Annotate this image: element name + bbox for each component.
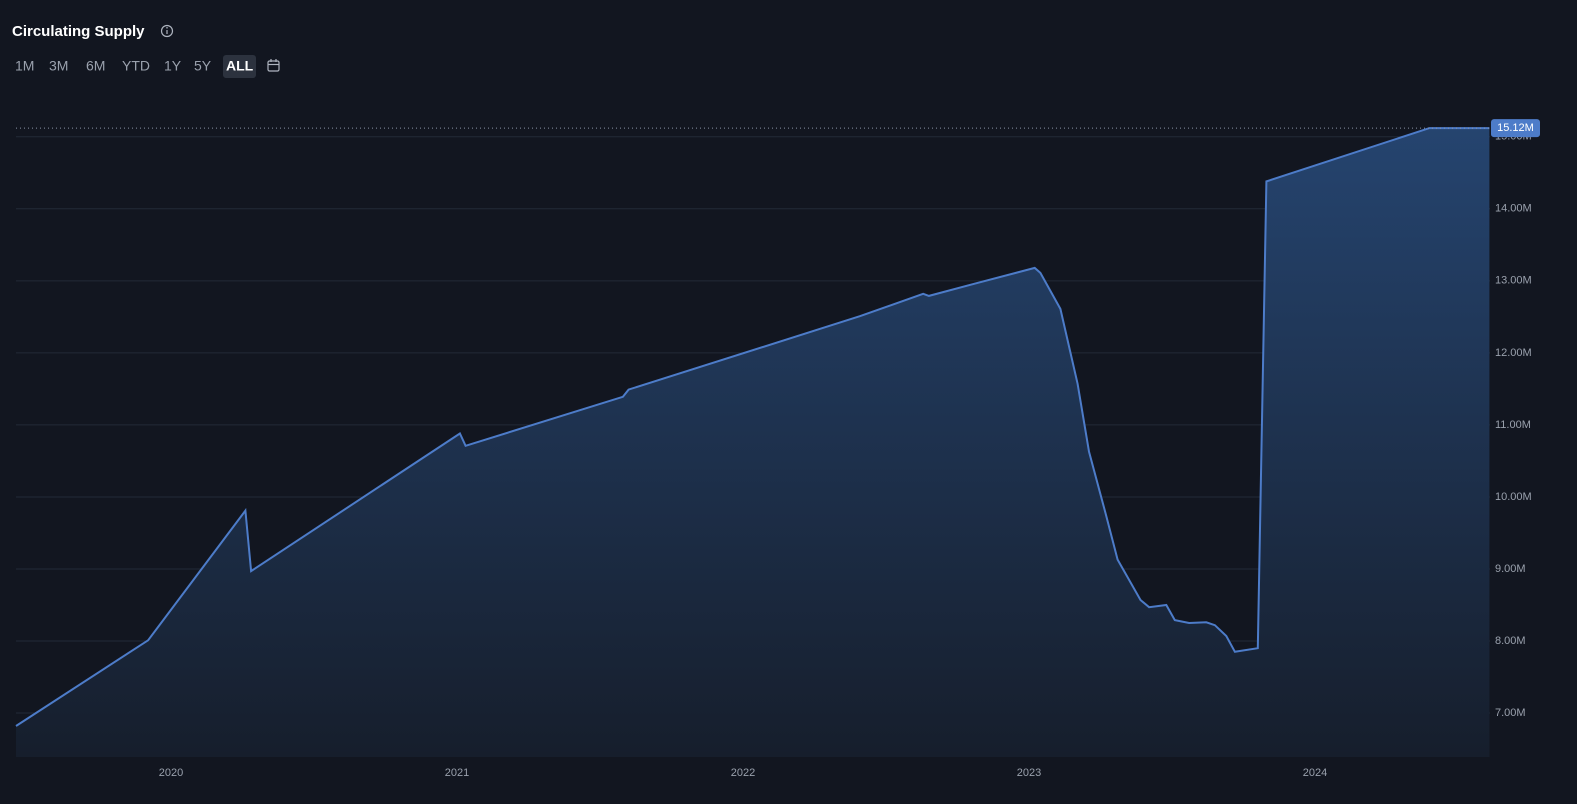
y-tick-label: 14.00M — [1495, 203, 1532, 215]
x-tick-label: 2022 — [731, 767, 755, 779]
y-tick-label: 10.00M — [1495, 491, 1532, 503]
y-tick-label: 12.00M — [1495, 347, 1532, 359]
range-button[interactable]: 3M — [49, 58, 68, 74]
calendar-icon[interactable] — [267, 59, 280, 72]
y-tick-label: 7.00M — [1495, 707, 1526, 719]
chart-title: Circulating Supply — [12, 23, 145, 40]
y-tick-label: 9.00M — [1495, 563, 1526, 575]
range-button-label[interactable]: 6M — [86, 58, 105, 74]
x-tick-label: 2020 — [159, 767, 183, 779]
x-tick-label: 2023 — [1017, 767, 1041, 779]
range-button[interactable]: YTD — [122, 58, 150, 74]
range-button-label[interactable]: 3M — [49, 58, 68, 74]
range-button-label[interactable]: YTD — [122, 58, 150, 74]
last-value-badge — [1491, 119, 1540, 138]
area — [16, 128, 1490, 758]
range-button[interactable]: 1Y — [164, 58, 182, 74]
info-icon[interactable] — [160, 24, 174, 38]
range-button[interactable]: 1M — [15, 58, 34, 74]
x-tick-label: 2024 — [1303, 767, 1327, 779]
y-tick-label: 11.00M — [1495, 419, 1531, 431]
range-button[interactable]: ALL — [223, 55, 256, 78]
range-button-label[interactable]: 5Y — [194, 58, 212, 74]
range-button[interactable]: 6M — [86, 58, 105, 74]
x-tick-label: 2021 — [445, 767, 469, 779]
y-tick-label: 8.00M — [1495, 635, 1526, 647]
y-tick-label: 13.00M — [1495, 275, 1532, 287]
range-button-label[interactable]: 1Y — [164, 58, 182, 74]
last-value-label: 15.12M — [1497, 122, 1534, 134]
range-button-label[interactable]: ALL — [226, 58, 254, 74]
line — [15, 127, 1490, 727]
range-button-bg — [223, 55, 256, 78]
range-button[interactable]: 5Y — [194, 58, 212, 74]
range-button-label[interactable]: 1M — [15, 58, 34, 74]
